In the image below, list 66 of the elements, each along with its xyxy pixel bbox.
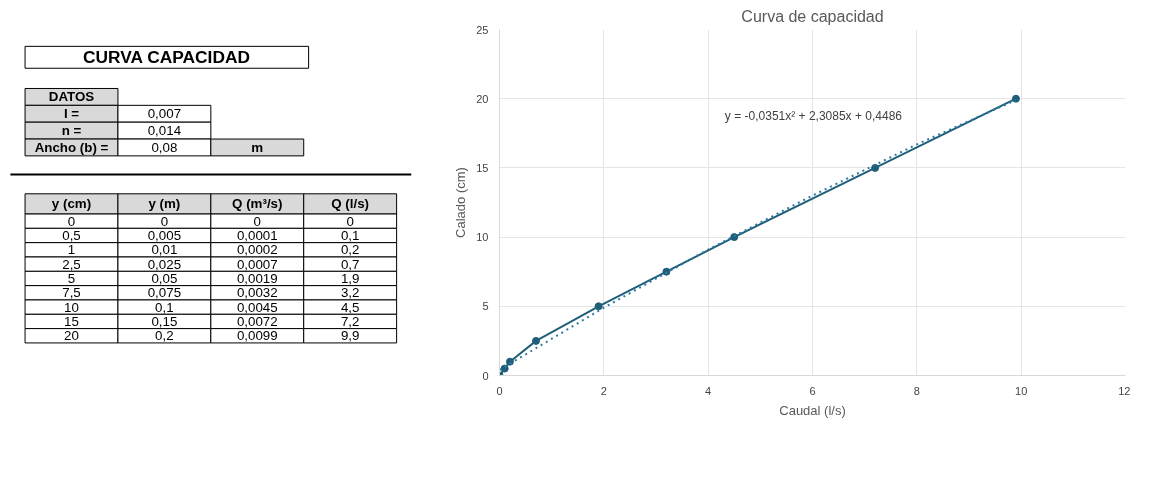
text: 2,5	[62, 256, 81, 272]
text: 0,0045	[236, 299, 278, 315]
text: 7,5	[62, 285, 81, 301]
text: 4,5	[340, 299, 360, 315]
x-tick-label: 8	[913, 384, 920, 397]
text: 20	[64, 328, 79, 344]
text: 1,9	[340, 270, 360, 286]
text: 1	[67, 242, 76, 258]
text: 0,075	[147, 285, 182, 301]
text: 0	[253, 213, 261, 229]
text: DATOS	[48, 89, 95, 105]
text: 0,0099	[236, 328, 278, 344]
y-tick-label: 10	[476, 231, 489, 244]
text: Q (m³/s)	[232, 196, 283, 212]
text: 0,014	[147, 123, 182, 139]
text: 0,0032	[236, 285, 278, 301]
text: 0,1	[340, 228, 360, 243]
text: 0,025	[147, 256, 182, 272]
x-tick-label: 2	[600, 384, 607, 397]
text: 0,0002	[236, 242, 278, 258]
text: 0,1	[155, 299, 174, 315]
text: Q (l/s)	[331, 196, 370, 212]
chart-title: Curva de capacidad	[741, 7, 884, 25]
text: 0,2	[155, 328, 174, 344]
text: 0,05	[151, 270, 178, 286]
text: 7,2	[340, 313, 360, 329]
text: n =	[61, 123, 82, 139]
y-axis-title: Calado (cm)	[453, 167, 469, 238]
x-tick-label: 6	[809, 384, 816, 397]
text: 5	[67, 270, 76, 286]
y-tick-label: 20	[476, 92, 489, 105]
text: 0,01	[151, 242, 178, 258]
text: y (cm)	[51, 196, 92, 212]
text: 0	[67, 213, 76, 229]
text: 0,15	[151, 313, 178, 329]
y-tick-label: 0	[482, 369, 489, 382]
x-tick-label: 4	[705, 384, 712, 397]
text: 0,0019	[236, 270, 278, 286]
text: 0	[160, 213, 169, 229]
y-tick-label: 25	[476, 23, 489, 36]
text: 0,005	[147, 228, 182, 243]
text: 0,0072	[236, 313, 278, 329]
x-tick-label: 10	[1015, 384, 1028, 397]
text: Ancho (b) =	[34, 139, 109, 155]
text: I =	[63, 106, 80, 122]
text: 0,0001	[236, 228, 278, 243]
text: 0,2	[340, 242, 360, 258]
text: CURVA CAPACIDAD	[83, 47, 250, 68]
text: 0,007	[147, 106, 182, 122]
text: 3,2	[340, 285, 360, 301]
text: 0,7	[340, 256, 360, 272]
text: m	[251, 139, 264, 155]
text: 15	[64, 313, 79, 329]
x-axis-title: Caudal (l/s)	[779, 402, 846, 418]
text: 0,5	[62, 228, 81, 243]
text: 0,0007	[236, 256, 278, 272]
y-tick-label: 15	[476, 161, 489, 174]
x-tick-label: 0	[496, 384, 503, 397]
text: 0	[346, 213, 354, 229]
x-tick-label: 12	[1118, 384, 1131, 397]
y-tick-label: 5	[482, 300, 489, 313]
text: 9,9	[340, 328, 360, 344]
annotation: y = -0,0351x² + 2,3085x + 0,4486	[724, 108, 903, 123]
text: y (m)	[148, 196, 181, 212]
text: 0,08	[151, 139, 178, 155]
text: 10	[64, 299, 79, 315]
